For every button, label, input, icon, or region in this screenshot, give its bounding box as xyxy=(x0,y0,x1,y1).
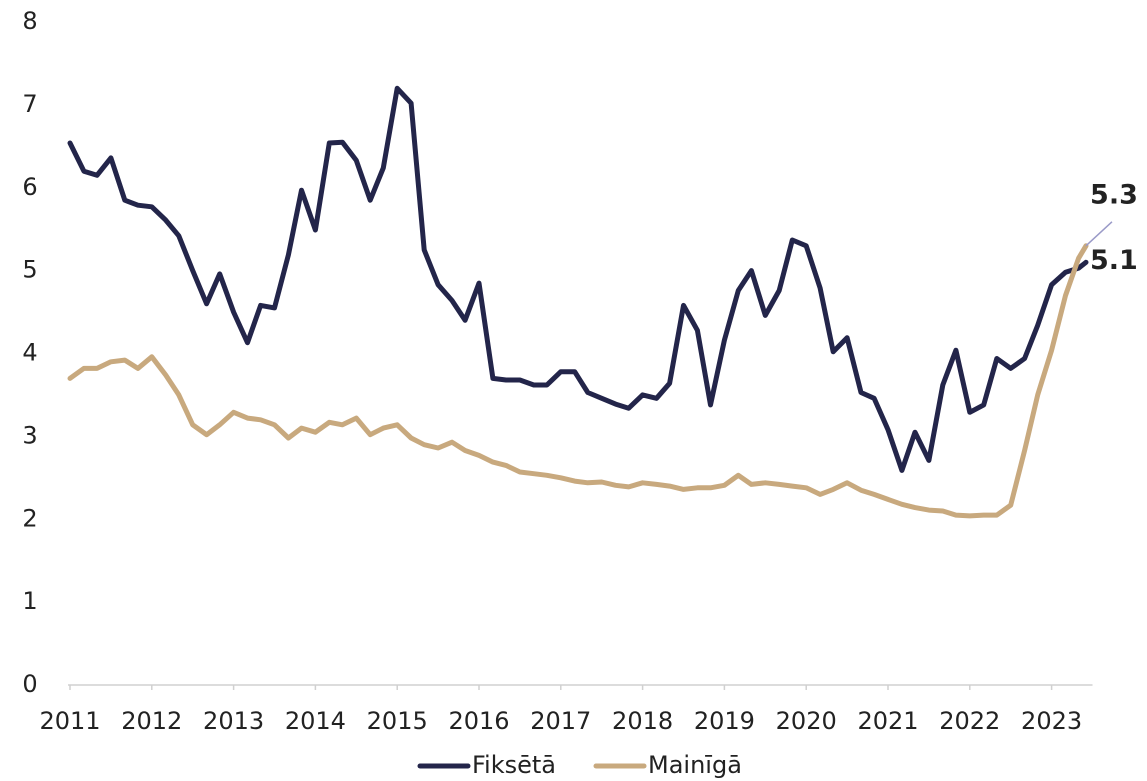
end-label: 5.3 xyxy=(1090,179,1138,210)
x-tick-label: 2023 xyxy=(1021,707,1082,735)
y-tick-label: 4 xyxy=(22,339,37,367)
x-tick-label: 2012 xyxy=(121,707,182,735)
x-tick-label: 2016 xyxy=(448,707,509,735)
x-tick-label: 2011 xyxy=(39,707,100,735)
end-label: 5.1 xyxy=(1090,245,1138,276)
y-tick-label: 8 xyxy=(22,7,37,35)
y-tick-label: 1 xyxy=(22,587,37,615)
x-tick-label: 2022 xyxy=(939,707,1000,735)
series-line xyxy=(67,243,1089,519)
legend-label: Mainīgā xyxy=(648,751,742,779)
y-tick-label: 2 xyxy=(22,504,37,532)
y-tick-label: 6 xyxy=(22,173,37,201)
legend-label: Fiksētā xyxy=(472,751,556,779)
y-tick-label: 0 xyxy=(22,670,37,698)
x-tick-label: 2019 xyxy=(694,707,755,735)
y-tick-label: 3 xyxy=(22,421,37,449)
x-tick-label: 2013 xyxy=(203,707,264,735)
x-tick-label: 2014 xyxy=(285,707,346,735)
y-tick-label: 5 xyxy=(22,256,37,284)
leader-line xyxy=(1085,221,1113,247)
x-tick-label: 2018 xyxy=(612,707,673,735)
x-tick-label: 2020 xyxy=(776,707,837,735)
x-tick-label: 2015 xyxy=(367,707,428,735)
x-tick-label: 2021 xyxy=(857,707,918,735)
x-tick-label: 2017 xyxy=(530,707,591,735)
y-tick-label: 7 xyxy=(22,90,37,118)
series-line xyxy=(67,85,1089,473)
